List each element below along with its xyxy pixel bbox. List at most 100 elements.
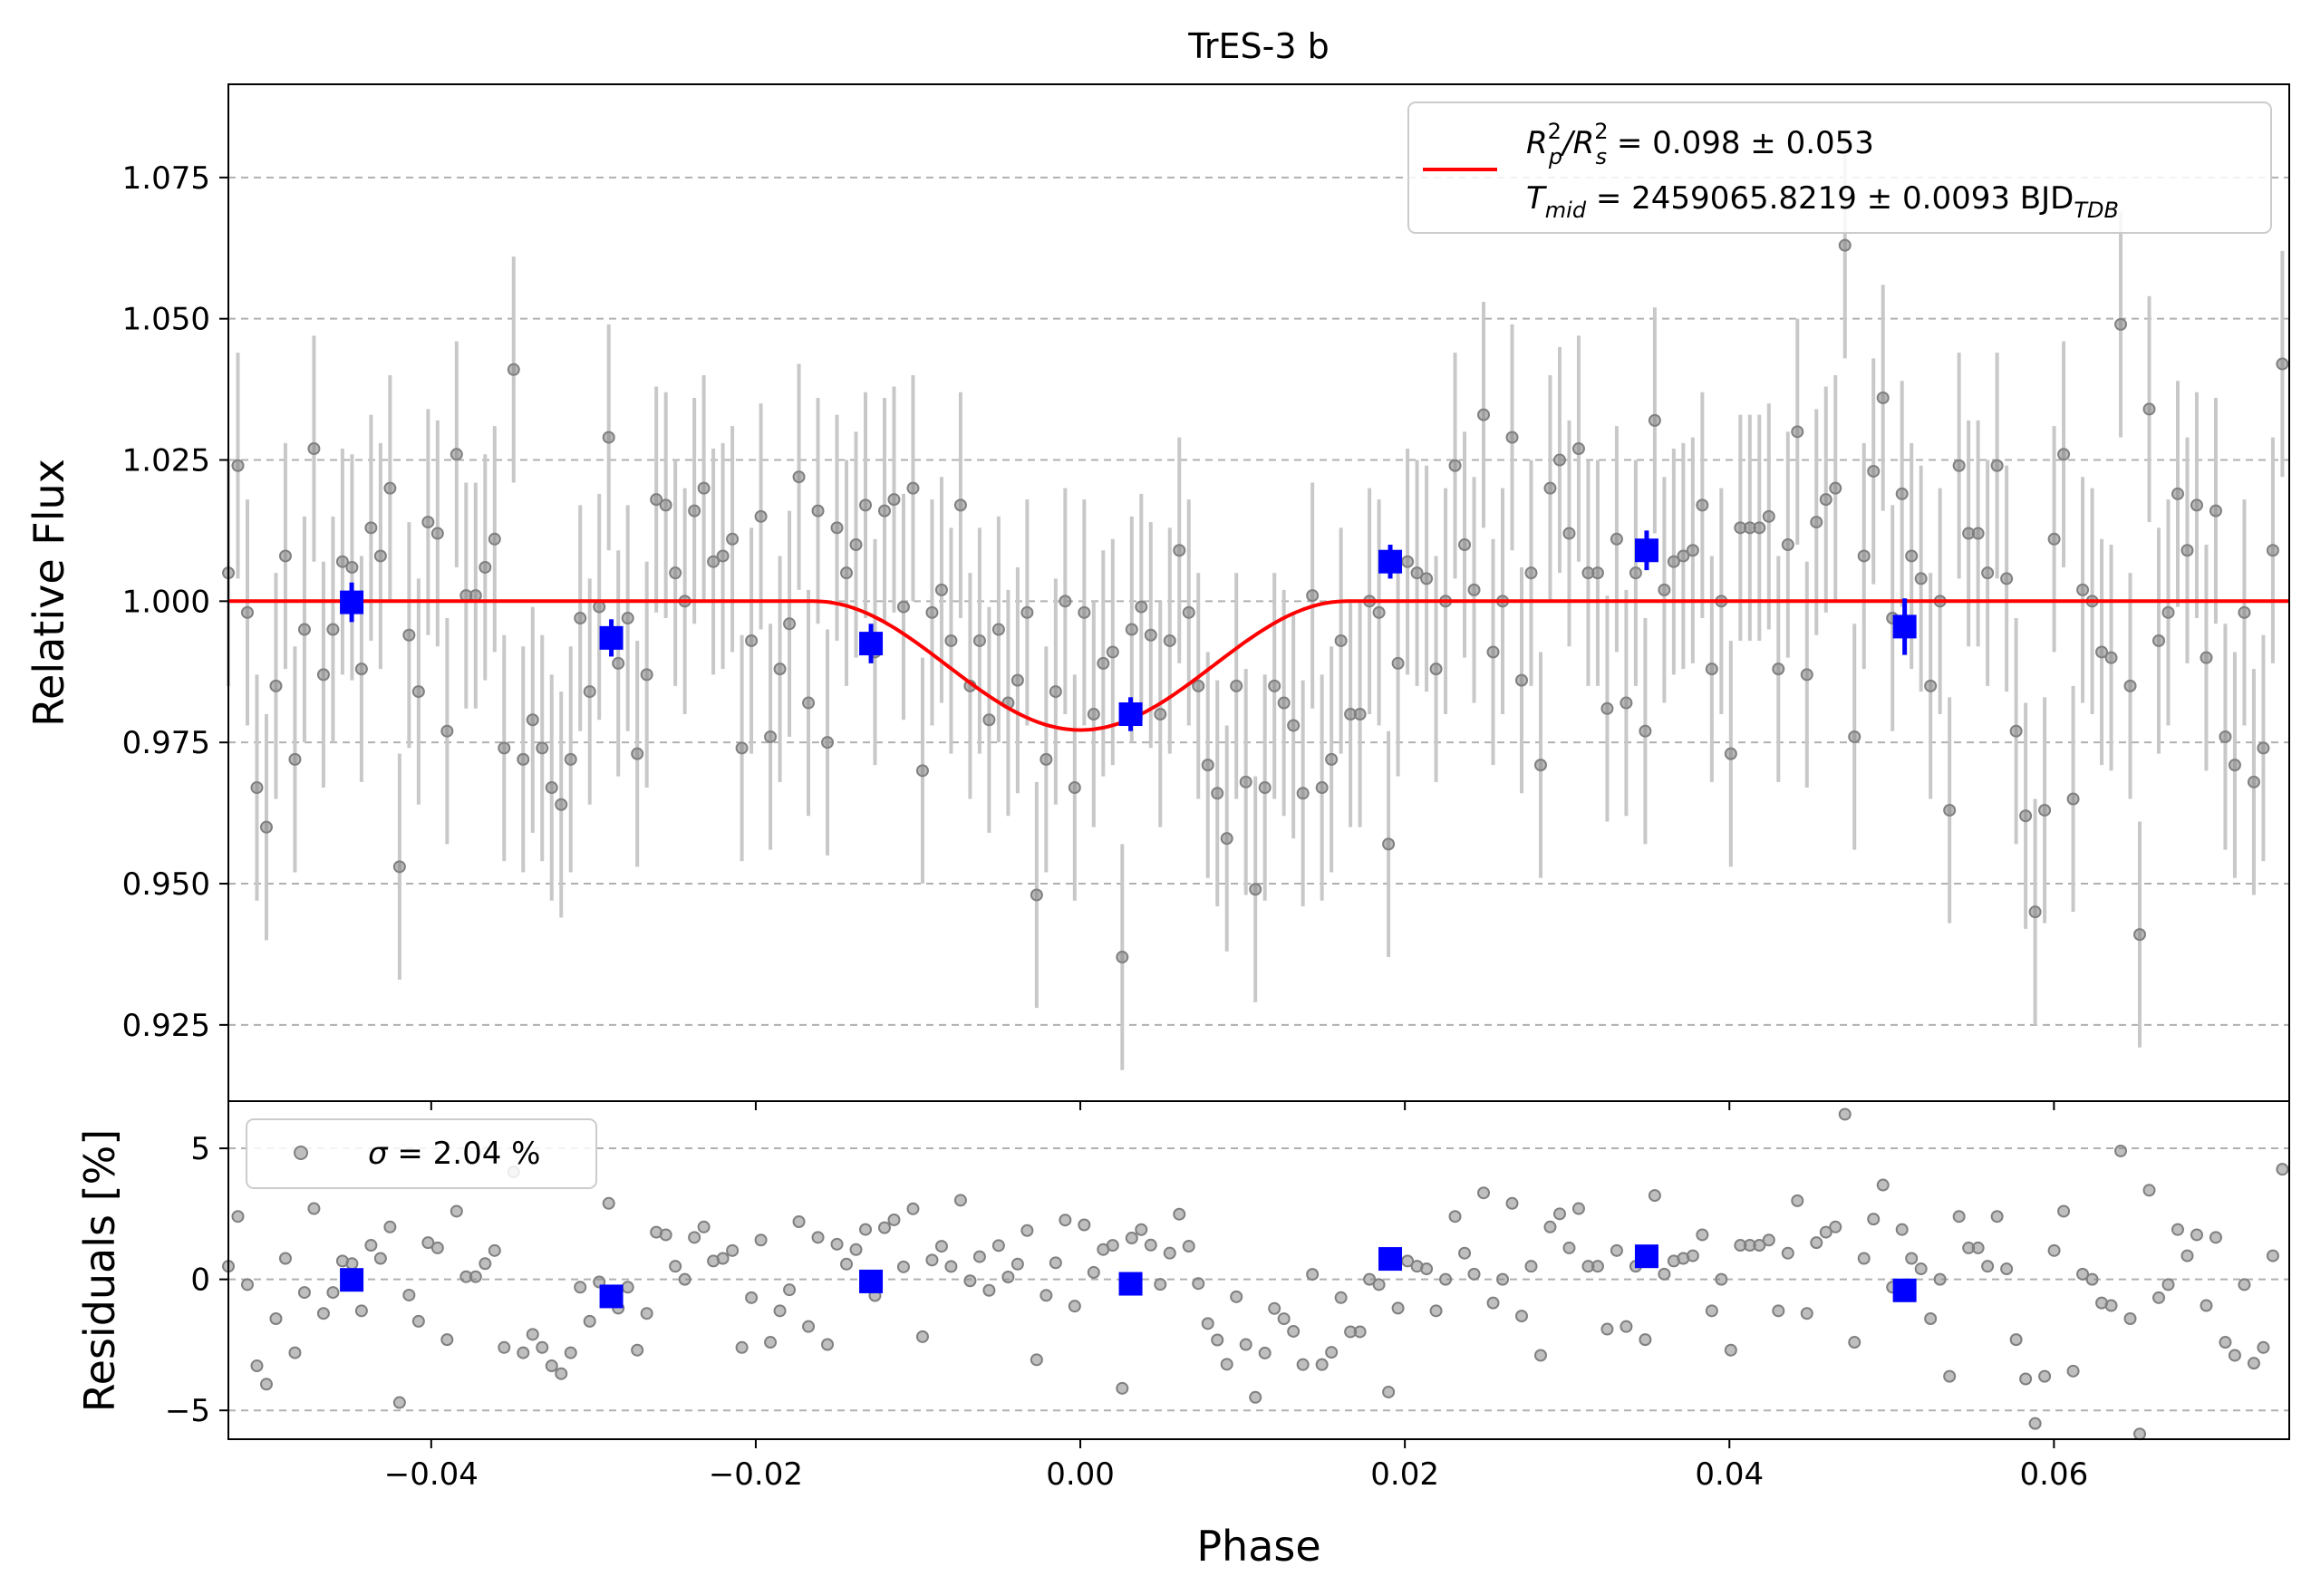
residual-point-108 bbox=[1249, 1390, 1262, 1404]
raw-point-64 bbox=[830, 521, 844, 535]
residual-point-177 bbox=[1905, 1252, 1919, 1265]
raw-point-125 bbox=[1410, 566, 1424, 580]
residual-point-3 bbox=[250, 1359, 264, 1373]
raw-point-199 bbox=[2114, 317, 2128, 331]
residual-point-93 bbox=[1106, 1239, 1119, 1253]
raw-point-62 bbox=[811, 504, 825, 517]
raw-point-187 bbox=[2000, 572, 2014, 585]
raw-point-163 bbox=[1772, 663, 1785, 676]
raw-point-49 bbox=[688, 504, 701, 517]
xtick-label-1: −0.02 bbox=[709, 1456, 803, 1493]
residual-point-193 bbox=[2057, 1204, 2071, 1218]
xtick-label-2: 0.00 bbox=[1046, 1456, 1115, 1493]
raw-point-70 bbox=[887, 493, 901, 507]
raw-point-107 bbox=[1239, 775, 1252, 788]
residual-point-204 bbox=[2161, 1278, 2175, 1291]
residual-point-158 bbox=[1724, 1343, 1737, 1357]
raw-point-1 bbox=[231, 459, 245, 472]
raw-point-94 bbox=[1116, 951, 1129, 964]
raw-point-91 bbox=[1087, 708, 1100, 721]
raw-point-45 bbox=[650, 493, 663, 507]
residual-point-28 bbox=[488, 1243, 501, 1257]
residual-point-4 bbox=[259, 1378, 273, 1391]
raw-point-84 bbox=[1020, 605, 1034, 619]
residual-point-40 bbox=[602, 1196, 615, 1210]
residual-legend[interactable]: σ = 2.04 % bbox=[246, 1118, 597, 1189]
binned-point-3 bbox=[1118, 702, 1143, 727]
residual-binned-series bbox=[340, 1244, 1917, 1309]
residual-point-119 bbox=[1353, 1325, 1367, 1339]
residual-point-87 bbox=[1049, 1256, 1062, 1270]
residual-point-19 bbox=[402, 1288, 416, 1301]
raw-point-97 bbox=[1144, 628, 1157, 642]
residual-point-65 bbox=[840, 1257, 854, 1271]
residual-point-131 bbox=[1467, 1267, 1481, 1281]
raw-point-13 bbox=[345, 560, 359, 574]
main-ytick-label-4: 1.025 bbox=[122, 443, 210, 479]
raw-point-10 bbox=[316, 668, 330, 682]
residual-point-6 bbox=[278, 1252, 292, 1265]
residual-point-10 bbox=[316, 1307, 330, 1320]
raw-point-138 bbox=[1533, 759, 1547, 772]
residual-point-112 bbox=[1287, 1324, 1301, 1338]
main-legend[interactable]: R2 p/R2 s = 0.098 ± 0.053 Tmid = 2459065.8… bbox=[1407, 102, 2272, 234]
transit-model-curve bbox=[228, 599, 2289, 732]
residual-point-157 bbox=[1715, 1272, 1728, 1286]
raw-point-121 bbox=[1372, 605, 1386, 619]
raw-point-18 bbox=[392, 860, 406, 874]
residual-binned-point-3 bbox=[1118, 1272, 1143, 1296]
raw-point-173 bbox=[1867, 464, 1881, 478]
residual-point-213 bbox=[2247, 1357, 2260, 1370]
residual-point-76 bbox=[944, 1260, 958, 1273]
residual-point-98 bbox=[1154, 1278, 1167, 1291]
raw-point-5 bbox=[269, 679, 283, 692]
raw-point-23 bbox=[440, 724, 454, 738]
residual-point-169 bbox=[1829, 1220, 1842, 1233]
residual-binned-point-1 bbox=[599, 1284, 624, 1309]
raw-point-108 bbox=[1249, 883, 1262, 896]
residual-point-26 bbox=[469, 1270, 482, 1283]
raw-point-190 bbox=[2028, 905, 2042, 919]
raw-point-186 bbox=[1990, 459, 2004, 472]
residual-point-147 bbox=[1620, 1320, 1633, 1333]
raw-point-135 bbox=[1505, 430, 1519, 444]
raw-point-174 bbox=[1876, 391, 1890, 404]
residual-point-16 bbox=[373, 1252, 387, 1265]
raw-point-3 bbox=[250, 781, 264, 795]
residual-point-192 bbox=[2047, 1243, 2061, 1257]
raw-point-22 bbox=[430, 527, 444, 540]
raw-point-168 bbox=[1819, 493, 1832, 507]
residual-point-56 bbox=[754, 1233, 768, 1247]
residual-point-140 bbox=[1552, 1207, 1566, 1221]
raw-point-172 bbox=[1857, 549, 1871, 563]
raw-point-148 bbox=[1629, 566, 1642, 580]
raw-point-111 bbox=[1277, 696, 1291, 710]
residual-raw-series bbox=[222, 1108, 2289, 1441]
raw-point-207 bbox=[2190, 498, 2203, 512]
residual-point-59 bbox=[783, 1283, 797, 1297]
residual-point-209 bbox=[2209, 1231, 2222, 1244]
residual-point-94 bbox=[1116, 1381, 1129, 1395]
residual-point-36 bbox=[564, 1346, 577, 1359]
residual-plot-frame bbox=[227, 1100, 2290, 1440]
raw-point-215 bbox=[2266, 544, 2279, 557]
residual-binned-point-2 bbox=[859, 1269, 884, 1293]
raw-point-77 bbox=[953, 498, 967, 512]
residual-point-103 bbox=[1201, 1317, 1214, 1330]
residual-point-46 bbox=[659, 1228, 672, 1242]
raw-point-177 bbox=[1905, 549, 1919, 563]
raw-point-9 bbox=[307, 442, 321, 456]
raw-point-30 bbox=[507, 363, 520, 376]
raw-point-16 bbox=[373, 549, 387, 563]
residual-point-195 bbox=[2076, 1267, 2090, 1281]
raw-point-59 bbox=[783, 617, 797, 631]
main-ytick-label-0: 0.925 bbox=[122, 1008, 210, 1044]
residual-point-126 bbox=[1420, 1262, 1434, 1276]
raw-point-150 bbox=[1648, 413, 1661, 427]
raw-point-116 bbox=[1325, 752, 1339, 766]
residual-point-83 bbox=[1010, 1257, 1024, 1271]
raw-point-155 bbox=[1696, 498, 1709, 512]
raw-point-216 bbox=[2276, 357, 2289, 371]
raw-point-17 bbox=[383, 481, 397, 495]
raw-point-214 bbox=[2257, 741, 2270, 755]
